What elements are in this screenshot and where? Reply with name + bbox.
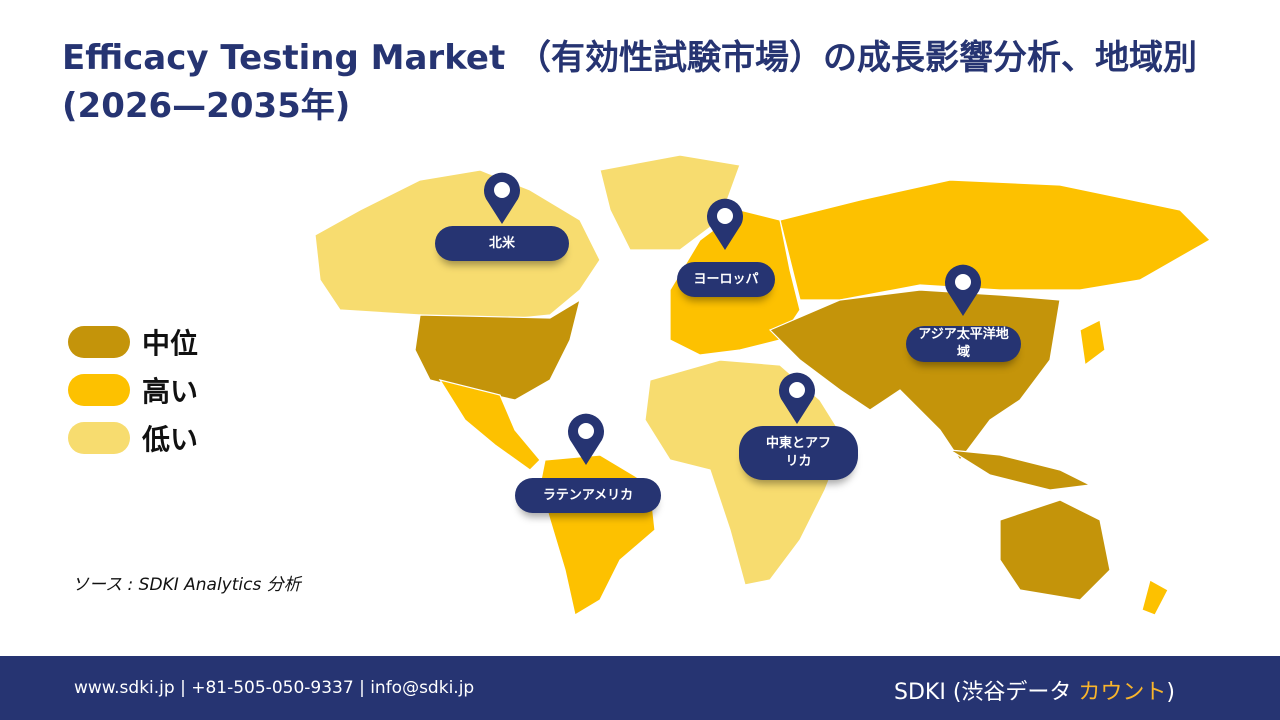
page-title: Efficacy Testing Market （有効性試験市場）の成長影響分析…	[62, 38, 1198, 126]
legend-swatch	[68, 374, 130, 406]
legend: 中位 高い 低い	[68, 318, 198, 462]
location-pin-icon	[484, 172, 520, 224]
location-pin-icon	[707, 198, 743, 250]
brand-accent: カウント	[1078, 680, 1167, 705]
brand-logo: SDKI (渋谷データ カウント)	[894, 674, 1175, 706]
legend-label: 中位	[142, 327, 199, 360]
region-label-asia-pacific: アジア太平洋地域	[906, 326, 1021, 362]
region-japan	[1079, 319, 1106, 367]
region-se-asia	[949, 449, 1093, 491]
region-label-latin-america: ラテンアメリカ	[515, 478, 661, 513]
legend-swatch	[68, 326, 130, 358]
legend-label: 高い	[142, 375, 199, 408]
region-mexico	[438, 379, 541, 471]
location-pin-icon	[779, 372, 815, 424]
region-greenland	[599, 154, 741, 251]
brand-prefix: SDKI (渋谷データ	[894, 680, 1079, 705]
region-australia	[999, 499, 1111, 601]
region-usa	[414, 298, 581, 401]
region-russia	[779, 179, 1211, 301]
region-label-north-america: 北米	[435, 226, 569, 261]
contact-info: www.sdki.jp | +81-505-050-9337 | info@sd…	[74, 678, 475, 698]
legend-item-medium: 中位	[68, 318, 198, 366]
legend-item-low: 低い	[68, 414, 198, 462]
location-pin-icon	[945, 264, 981, 316]
location-pin-icon	[568, 413, 604, 465]
region-label-middle-east-africa: 中東とアフリカ	[739, 426, 858, 480]
footer: www.sdki.jp | +81-505-050-9337 | info@sd…	[0, 656, 1280, 720]
legend-swatch	[68, 422, 130, 454]
source-note: ソース : SDKI Analytics 分析	[72, 575, 301, 595]
world-map	[314, 154, 1211, 616]
brand-suffix: )	[1166, 680, 1175, 705]
region-label-europe: ヨーロッパ	[677, 262, 775, 297]
legend-label: 低い	[142, 423, 199, 456]
legend-item-high: 高い	[68, 366, 198, 414]
region-new-zealand	[1141, 579, 1169, 616]
